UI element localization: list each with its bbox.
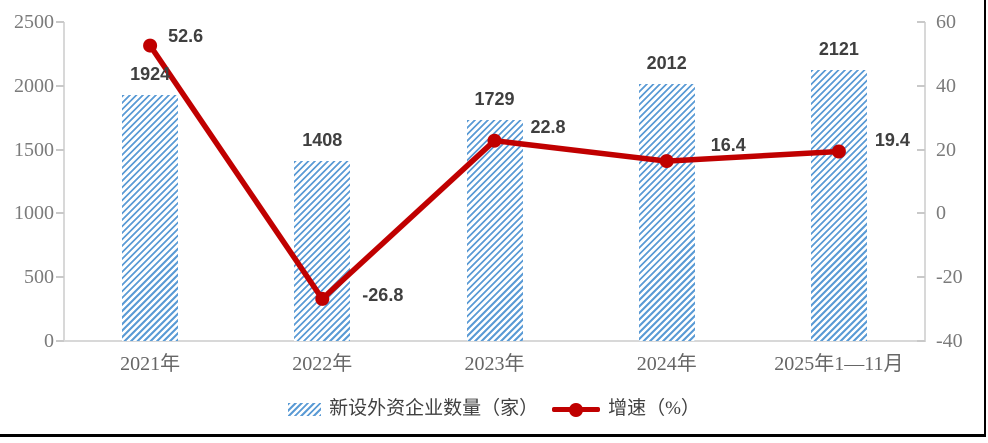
bar-2023年 bbox=[466, 120, 523, 341]
x-axis-category-label: 2023年 bbox=[464, 353, 525, 375]
bar-value-label: 1729 bbox=[474, 89, 515, 110]
right-axis-tick-mark bbox=[917, 276, 925, 279]
x-axis-category-label: 2022年 bbox=[292, 353, 353, 375]
x-axis-category-label: 2024年 bbox=[636, 353, 697, 375]
right-axis-tick-label: 0 bbox=[936, 202, 946, 225]
x-axis-category-label: 2025年1—11月 bbox=[774, 353, 904, 375]
right-axis-tick-label: -40 bbox=[936, 330, 963, 352]
legend-line-swatch-icon bbox=[552, 402, 601, 417]
right-axis-tick-mark bbox=[917, 148, 925, 151]
left-axis-tick-label: 1500 bbox=[14, 138, 54, 161]
frame-border-right bbox=[983, 0, 986, 436]
right-axis-tick-label: -20 bbox=[936, 266, 963, 289]
left-axis-tick-label: 1000 bbox=[14, 202, 54, 225]
bar-2022年 bbox=[294, 161, 351, 341]
line-value-label: 19.4 bbox=[874, 129, 910, 150]
bar-value-label: 2012 bbox=[646, 53, 687, 74]
line-marker-dot bbox=[143, 38, 158, 53]
right-axis-tick-label: 20 bbox=[936, 138, 956, 161]
left-axis-tick-label: 2000 bbox=[14, 74, 54, 97]
bar-2025年1—11月 bbox=[810, 70, 867, 341]
left-axis-tick-mark bbox=[56, 212, 64, 215]
left-axis-tick-mark bbox=[56, 148, 64, 151]
line-value-label: -26.8 bbox=[362, 284, 404, 305]
right-axis-tick-mark bbox=[917, 212, 925, 215]
bar-2024年 bbox=[638, 84, 695, 341]
right-axis-tick-mark bbox=[917, 340, 925, 342]
left-axis-tick-mark bbox=[56, 84, 64, 87]
right-axis-tick-label: 40 bbox=[936, 74, 956, 97]
line-value-label: 52.6 bbox=[168, 25, 204, 46]
bar-value-label: 1924 bbox=[130, 64, 171, 85]
line-value-label: 22.8 bbox=[530, 116, 566, 137]
left-axis-tick-mark bbox=[56, 340, 64, 342]
left-axis-tick-mark bbox=[56, 21, 64, 23]
frame-border-bottom bbox=[0, 434, 986, 437]
chart-legend: 新设外资企业数量（家） 增速（%） bbox=[0, 396, 988, 422]
right-axis-tick-label: 60 bbox=[936, 11, 956, 33]
legend-label-bar-series: 新设外资企业数量（家） bbox=[329, 398, 539, 419]
x-axis-line bbox=[63, 340, 926, 342]
left-axis-line bbox=[63, 22, 65, 341]
legend-bar-swatch-icon bbox=[288, 402, 322, 416]
bar-value-label: 2121 bbox=[818, 39, 859, 60]
bar-value-label: 1408 bbox=[302, 130, 343, 151]
left-axis-tick-label: 500 bbox=[24, 266, 54, 289]
right-axis-tick-mark bbox=[917, 84, 925, 87]
left-axis-tick-label: 2500 bbox=[14, 11, 54, 33]
x-axis-category-label: 2021年 bbox=[120, 353, 181, 375]
legend-marker-dot-icon bbox=[569, 402, 584, 417]
bar-2021年 bbox=[122, 95, 179, 341]
left-axis-tick-label: 0 bbox=[44, 330, 54, 352]
line-value-label: 16.4 bbox=[710, 135, 746, 156]
right-axis-tick-mark bbox=[917, 21, 925, 23]
legend-label-line-series: 增速（%） bbox=[608, 398, 700, 419]
right-axis-line bbox=[924, 22, 926, 341]
left-axis-tick-mark bbox=[56, 276, 64, 279]
